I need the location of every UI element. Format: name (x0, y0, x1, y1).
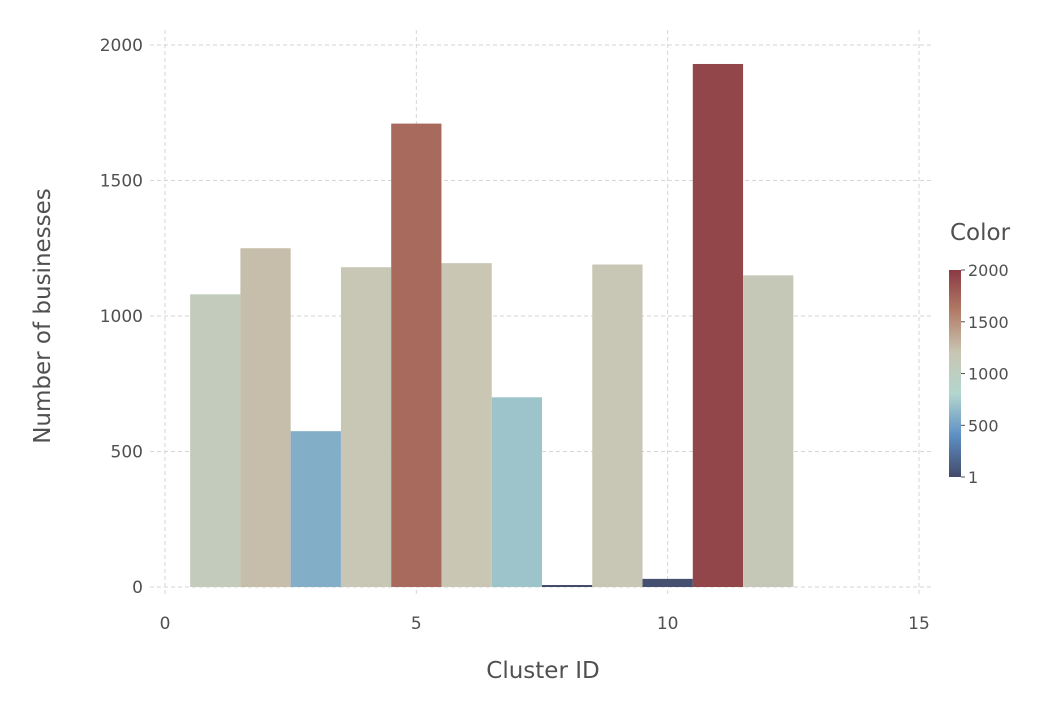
x-tick-label: 10 (657, 614, 679, 634)
bar (491, 397, 542, 587)
x-axis-title: Cluster ID (486, 658, 599, 684)
bar (542, 585, 593, 587)
x-tick-label: 5 (411, 614, 422, 634)
colorbar-tick-label: 1500 (968, 313, 1009, 332)
bar (340, 267, 392, 587)
bar (642, 578, 693, 587)
bar (190, 294, 241, 587)
bar (391, 123, 442, 587)
y-tick-label: 0 (132, 578, 143, 598)
x-axis-ticks: 0 5 10 15 (160, 614, 930, 634)
bar (441, 263, 492, 587)
y-axis-title: Number of businesses (30, 188, 56, 444)
bar (240, 248, 291, 587)
y-axis-ticks: 0 500 1000 1500 2000 (100, 36, 143, 598)
y-tick-label: 1500 (100, 172, 143, 192)
colorbar-gradient (949, 270, 961, 477)
colorbar-tick-label: 500 (968, 416, 999, 435)
bar (290, 431, 341, 587)
colorbar-tick-label: 1000 (968, 365, 1009, 384)
x-tick-label: 15 (908, 614, 930, 634)
x-tick-label: 0 (160, 614, 171, 634)
bar (692, 63, 744, 588)
colorbar-title: Color (950, 220, 1011, 246)
y-tick-label: 1000 (100, 307, 143, 327)
y-tick-label: 500 (111, 443, 143, 463)
colorbar-tick-label: 1 (968, 468, 978, 487)
bar (743, 275, 794, 587)
bars (190, 63, 794, 588)
colorbar-tick-label: 2000 (968, 261, 1009, 280)
y-tick-label: 2000 (100, 36, 143, 56)
bar (592, 264, 643, 587)
